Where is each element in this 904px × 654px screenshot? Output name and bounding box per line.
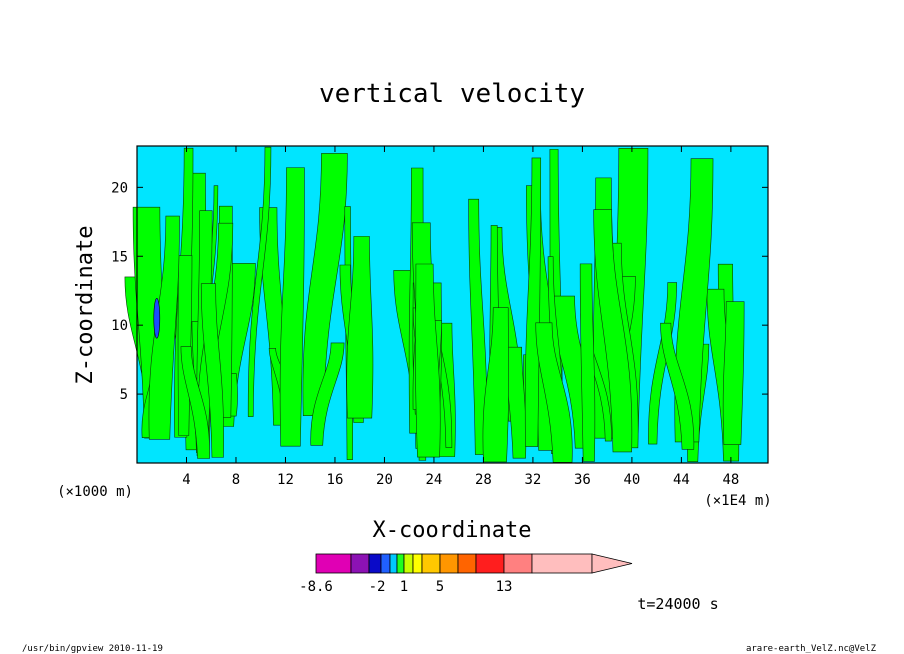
- colorbar-label: 5: [436, 579, 444, 595]
- footer-right: arare-earth_VelZ.nc@VelZ: [746, 644, 877, 654]
- x-tick-label: 24: [426, 472, 443, 488]
- updraft-plume: [302, 153, 348, 416]
- y-tick-label: 15: [111, 249, 128, 265]
- x-tick-label: 4: [182, 472, 190, 488]
- colorbar-segment: [421, 553, 441, 574]
- updraft-plume: [279, 167, 305, 447]
- colorbar-arrow: [591, 553, 633, 574]
- colorbar-segment: [315, 553, 352, 574]
- updraft-plume: [200, 283, 224, 458]
- updraft-plume: [535, 322, 573, 463]
- y-axis-label: Z-coordinate: [73, 226, 98, 385]
- colorbar-segment: [475, 553, 505, 574]
- x-units-right: (×1E4 m): [704, 493, 771, 509]
- updraft-plume: [415, 263, 441, 458]
- x-tick-label: 16: [327, 472, 344, 488]
- colorbar-segment: [380, 553, 391, 574]
- colorbar-segment: [403, 553, 414, 574]
- footer-left: /usr/bin/gpview 2010-11-19: [22, 644, 163, 654]
- updraft-plume: [660, 322, 695, 450]
- colorbar-segment: [389, 553, 398, 574]
- updraft-plume: [593, 209, 633, 453]
- y-tick-label: 20: [111, 180, 128, 196]
- colorbar-segment: [457, 553, 477, 574]
- updraft-plume: [310, 342, 345, 446]
- x-tick-label: 12: [277, 472, 294, 488]
- colorbar-segment: [350, 553, 370, 574]
- colorbar-label: -8.6: [299, 579, 333, 595]
- x-tick-label: 8: [232, 472, 240, 488]
- chart-title: vertical velocity: [319, 79, 585, 109]
- updraft-plume: [346, 236, 374, 419]
- updraft-plume: [482, 307, 509, 463]
- colorbar-segment: [368, 553, 382, 574]
- colorbar-segment: [412, 553, 423, 574]
- x-tick-label: 44: [673, 472, 690, 488]
- colorbar: -8.6 -2 1 5 13: [299, 553, 633, 595]
- colorbar-segment: [531, 553, 593, 574]
- updraft-plume: [579, 263, 596, 462]
- x-axis-ticks: 4 8 12 16 20 24 28 32 36 40 44 48: [182, 146, 739, 488]
- colorbar-label: -2: [369, 579, 386, 595]
- colorbar-label: 13: [496, 579, 513, 595]
- y-tick-label: 10: [111, 318, 128, 334]
- colorbar-segment: [396, 553, 405, 574]
- updraft-plume: [148, 215, 180, 440]
- x-tick-label: 28: [475, 472, 492, 488]
- y-axis-ticks: 5 10 15 20: [111, 180, 768, 403]
- x-tick-label: 36: [574, 472, 591, 488]
- updraft-plume: [722, 301, 745, 445]
- x-tick-label: 20: [376, 472, 393, 488]
- time-label: t=24000 s: [637, 595, 718, 613]
- updraft-plume: [247, 146, 272, 417]
- x-tick-label: 40: [623, 472, 640, 488]
- x-tick-label: 32: [524, 472, 541, 488]
- x-tick-label: 48: [722, 472, 739, 488]
- x-axis-label: X-coordinate: [373, 518, 532, 543]
- downdraft-cell: [153, 297, 161, 339]
- plot-frame: [136, 145, 769, 464]
- y-tick-label: 5: [120, 387, 128, 403]
- colorbar-label: 1: [400, 579, 408, 595]
- colorbar-segment: [503, 553, 533, 574]
- updraft-plume: [468, 198, 488, 455]
- updraft-plume: [180, 346, 210, 459]
- updraft-plume: [674, 158, 714, 443]
- colorbar-segment: [439, 553, 459, 574]
- x-units-left: (×1000 m): [57, 484, 133, 500]
- updraft-plumes: [124, 146, 745, 463]
